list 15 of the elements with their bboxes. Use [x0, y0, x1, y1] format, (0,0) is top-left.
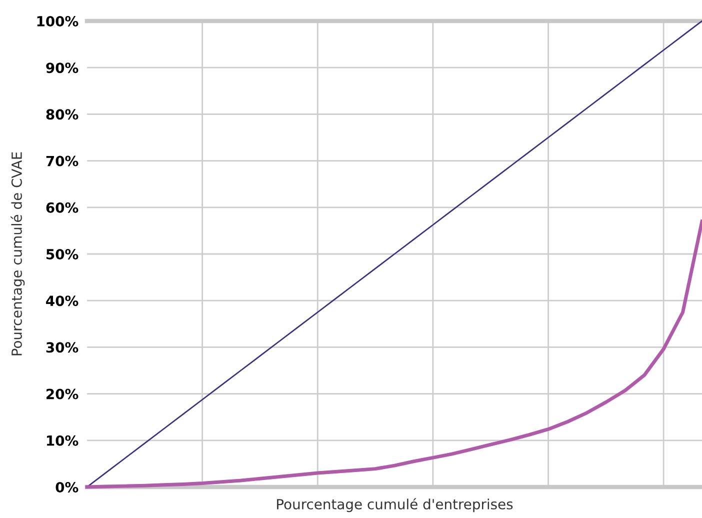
y-tick-label: 20% [46, 388, 78, 400]
y-tick-label: 30% [46, 342, 78, 353]
y-tick-label: 90% [46, 62, 78, 74]
y-tick-label: 0% [56, 482, 78, 492]
y-tick-label: 60% [46, 202, 78, 213]
y-tick-label: 70% [46, 156, 78, 166]
x-axis-title: Pourcentage cumulé d'entreprises [277, 498, 513, 512]
y-axis-title: Pourcentage cumulé de CVAE [10, 152, 25, 356]
y-tick-label: 50% [46, 248, 78, 260]
line-series [85, 220, 702, 489]
y-tick-label: 80% [46, 109, 78, 120]
y-tick-label: 40% [46, 296, 78, 306]
y-tick-label: 100% [37, 16, 78, 26]
y-tick-label: 10% [46, 435, 78, 446]
line-series [86, 20, 702, 488]
